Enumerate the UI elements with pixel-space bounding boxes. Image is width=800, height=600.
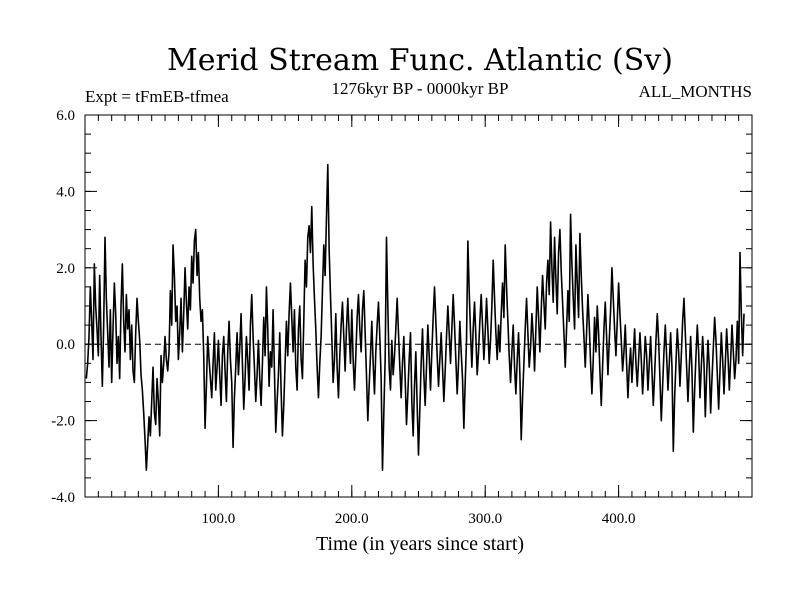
chart-title: Merid Stream Func. Atlantic (Sv) [167, 43, 673, 78]
plot-frame [84, 114, 753, 498]
experiment-label: Expt = tFmEB-tfmea [85, 87, 229, 106]
y-tick-label: 6.0 [56, 108, 75, 124]
y-tick-label: 0.0 [56, 337, 75, 353]
x-tick-label: 400.0 [602, 511, 636, 527]
months-label: ALL_MONTHS [639, 82, 752, 101]
y-axis-tick-labels: -4.0 -2.0 0.0 2.0 4.0 6.0 [51, 108, 75, 506]
x-tick-label: 300.0 [468, 511, 502, 527]
y-tick-label: 4.0 [56, 184, 75, 200]
y-tick-label: -2.0 [51, 414, 75, 430]
y-tick-label: -4.0 [51, 490, 75, 506]
x-axis-label: Time (in years since start) [316, 533, 524, 555]
series-line [85, 163, 745, 472]
time-range-label: 1276kyr BP - 0000kyr BP [332, 79, 509, 98]
x-tick-label: 100.0 [202, 511, 236, 527]
y-tick-label: 2.0 [56, 261, 75, 277]
x-axis-tick-labels: 100.0 200.0 300.0 400.0 [202, 511, 636, 527]
x-tick-label: 200.0 [335, 511, 369, 527]
